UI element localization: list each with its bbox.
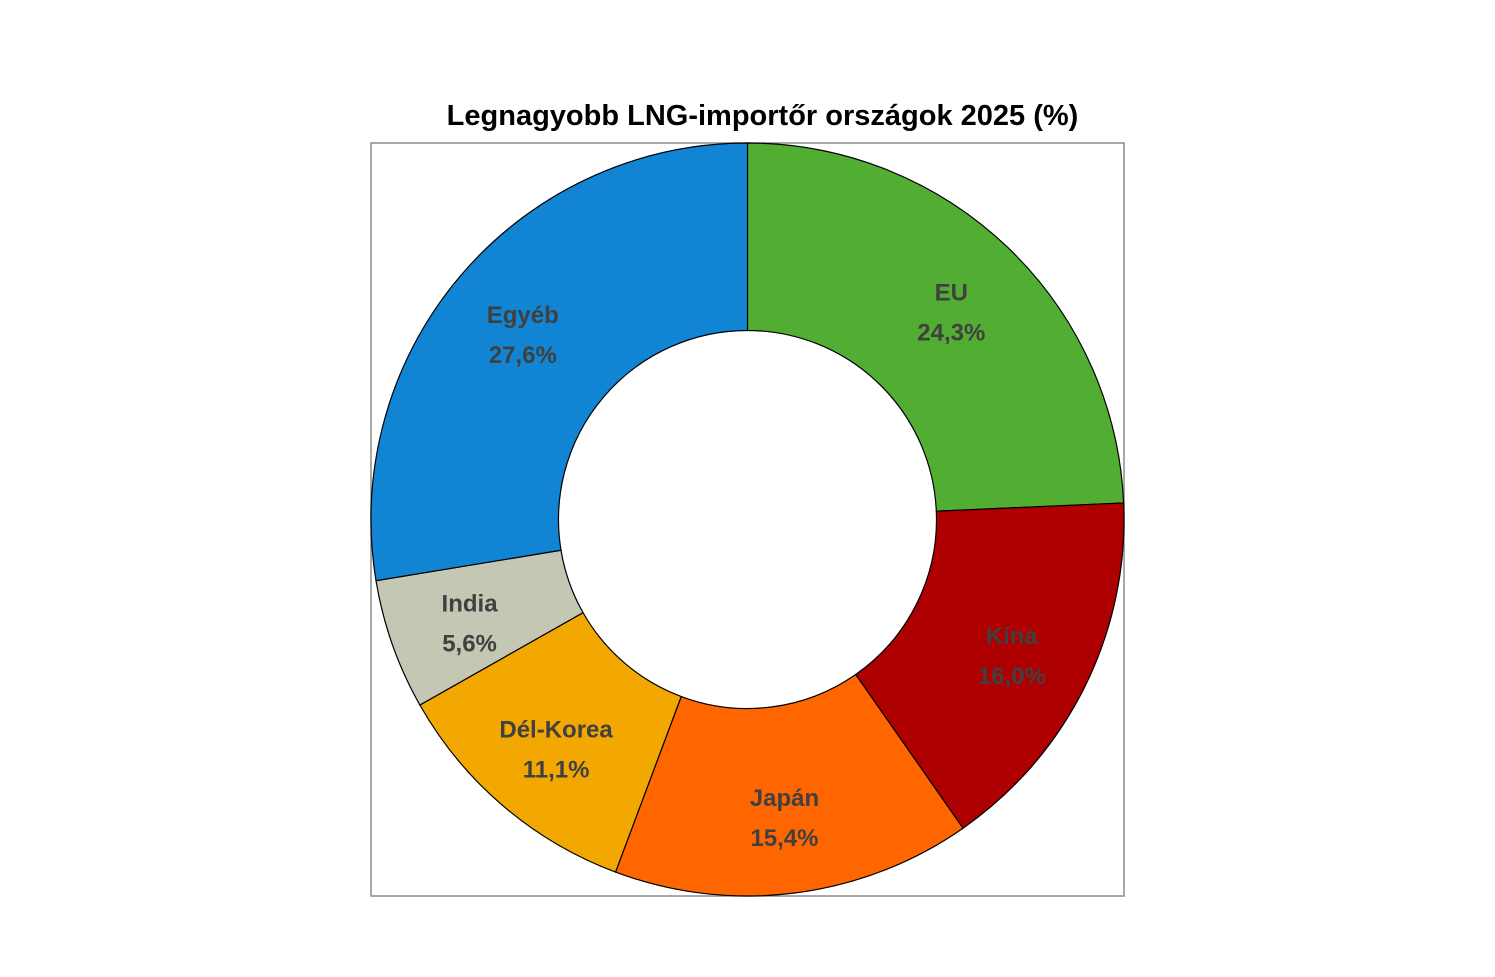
chart-title: Legnagyobb LNG-importőr országok 2025 (%… — [446, 100, 1079, 132]
slice-label-india: India — [442, 591, 499, 618]
slice-label-japan: Japán — [750, 785, 819, 812]
slice-label-kina: Kína — [986, 623, 1039, 650]
slices-group — [370, 142, 1125, 897]
slice-value-egyeb: 27,6% — [489, 342, 557, 369]
slice-egyeb — [370, 142, 749, 582]
labels-group: EU 24,3% Kína 16,0% Japán 15,4% Dél-Korea 11,1%… — [442, 280, 1046, 852]
slice-eu — [746, 142, 1125, 512]
slice-value-del-korea: 11,1% — [523, 757, 590, 784]
slice-value-kina: 16,0% — [978, 663, 1046, 690]
slice-del-korea — [419, 611, 683, 873]
slice-label-egyeb: Egyéb — [487, 302, 559, 329]
slice-japan — [614, 673, 964, 897]
slice-kina — [854, 502, 1125, 830]
slice-label-eu: EU — [935, 280, 968, 307]
slice-label-del-korea: Dél-Korea — [499, 717, 613, 744]
slice-value-india: 5,6% — [442, 631, 497, 658]
slice-value-eu: 24,3% — [917, 320, 985, 347]
slice-value-japan: 15,4% — [750, 825, 818, 852]
